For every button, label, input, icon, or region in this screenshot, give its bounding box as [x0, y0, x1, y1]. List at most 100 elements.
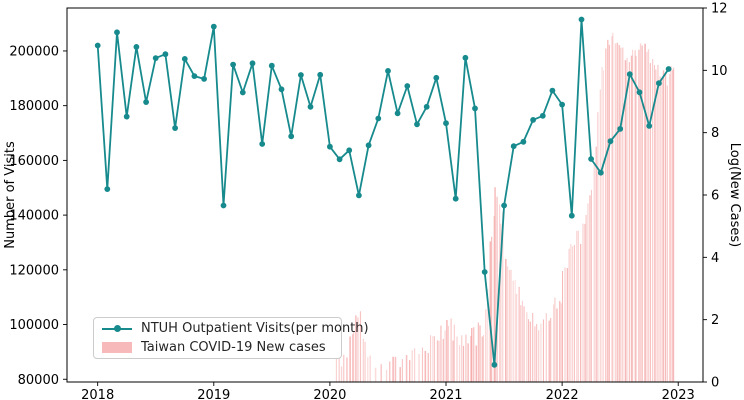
covid-bar: [389, 361, 391, 382]
covid-bar: [508, 270, 511, 382]
covid-bar: [470, 335, 472, 382]
covid-bar: [369, 355, 371, 382]
outpatient-line: [96, 18, 670, 366]
covid-bar: [542, 319, 544, 382]
covid-bar: [589, 195, 591, 382]
covid-bar: [635, 55, 637, 382]
left-axis-title: Number of Visits: [3, 141, 18, 249]
covid-bar: [491, 236, 493, 382]
covid-bar: [662, 70, 665, 382]
y-right-tick-label: 4: [711, 251, 719, 266]
covid-bar: [634, 50, 636, 383]
covid-bar: [545, 313, 547, 382]
covid-bar: [401, 359, 403, 382]
covid-bar: [659, 76, 661, 383]
covid-bar: [669, 74, 671, 382]
covid-bar: [450, 318, 452, 382]
covid-bar: [429, 335, 432, 382]
covid-bar: [465, 334, 467, 382]
chart-legend: NTUH Outpatient Visits(per month) Taiwan…: [93, 317, 369, 359]
covid-bar: [672, 69, 674, 383]
covid-bar: [518, 286, 520, 382]
covid-bar: [362, 338, 365, 382]
covid-bar: [568, 248, 570, 382]
covid-bar: [353, 331, 355, 382]
axes: 80000 100000 120000 140000 160000 180000 20000…: [9, 2, 727, 400]
covid-bar: [414, 348, 416, 382]
covid-bar: [483, 335, 484, 382]
covid-bar: [587, 203, 589, 382]
covid-bar: [649, 63, 651, 383]
y-right-tick-label: 0: [711, 376, 719, 391]
data-point-marker: [123, 113, 130, 120]
covid-bar: [338, 355, 341, 382]
data-point-marker: [597, 169, 604, 176]
covid-bar: [411, 350, 413, 382]
covid-bar: [638, 49, 640, 383]
legend-item-covid-cases: Taiwan COVID-19 New cases: [102, 340, 333, 356]
data-point-marker: [462, 54, 469, 61]
covid-bar: [432, 336, 434, 382]
data-point-marker: [249, 60, 256, 67]
covid-bar: [601, 66, 603, 383]
covid-bar: [611, 36, 613, 383]
y-right-tick-label: 6: [711, 189, 719, 204]
data-point-marker: [230, 61, 237, 68]
data-point-marker: [433, 74, 440, 81]
covid-bar: [506, 266, 509, 382]
covid-bar: [538, 330, 540, 382]
covid-bar: [473, 327, 475, 382]
y-left-tick-label: 200000: [9, 44, 59, 59]
data-point-marker: [278, 86, 285, 93]
covid-bar: [532, 312, 534, 382]
covid-bar: [661, 78, 663, 382]
outpatient-line-series: [94, 16, 672, 368]
data-point-marker: [94, 42, 101, 49]
covid-bar: [624, 60, 627, 383]
legend-label-outpatient-visits: NTUH Outpatient Visits(per month): [141, 321, 369, 336]
covid-bar: [612, 32, 614, 383]
data-point-marker: [114, 29, 120, 36]
covid-bar: [418, 354, 420, 382]
data-point-marker: [549, 87, 556, 94]
covid-bar: [655, 69, 657, 382]
data-point-marker: [636, 89, 643, 96]
covid-bar: [527, 319, 530, 382]
y-right-tick-label: 8: [711, 126, 719, 141]
covid-bar: [352, 334, 354, 382]
covid-bar: [597, 112, 599, 382]
covid-bar: [562, 271, 564, 382]
covid-bar: [564, 267, 566, 382]
covid-bar: [514, 279, 516, 382]
line-marker-swatch-icon: [102, 325, 132, 332]
data-point-marker: [607, 138, 614, 145]
covid-bar: [529, 321, 532, 382]
x-tick-label: 2019: [197, 388, 230, 400]
covid-bar: [639, 43, 642, 382]
data-point-marker: [201, 76, 208, 82]
y-right-tick-label: 2: [711, 313, 719, 328]
covid-bar: [471, 328, 473, 382]
covid-bar: [458, 345, 461, 382]
covid-bar: [652, 59, 654, 383]
covid-bar: [399, 367, 401, 382]
data-point-marker: [181, 56, 188, 62]
covid-bar: [534, 326, 536, 382]
covid-bar: [549, 317, 552, 382]
covid-bar: [526, 312, 528, 382]
covid-bar: [556, 308, 558, 382]
data-point-marker: [423, 103, 430, 110]
covid-bar: [573, 244, 575, 382]
data-point-marker: [472, 105, 478, 112]
covid-bar: [349, 336, 351, 382]
data-point-marker: [520, 138, 527, 145]
covid-bar: [540, 323, 542, 382]
covid-bar: [477, 322, 479, 382]
data-point-marker: [104, 186, 111, 193]
covid-bar: [479, 325, 481, 382]
covid-bar: [446, 319, 448, 382]
covid-bar: [493, 215, 496, 382]
covid-bar: [616, 42, 619, 383]
